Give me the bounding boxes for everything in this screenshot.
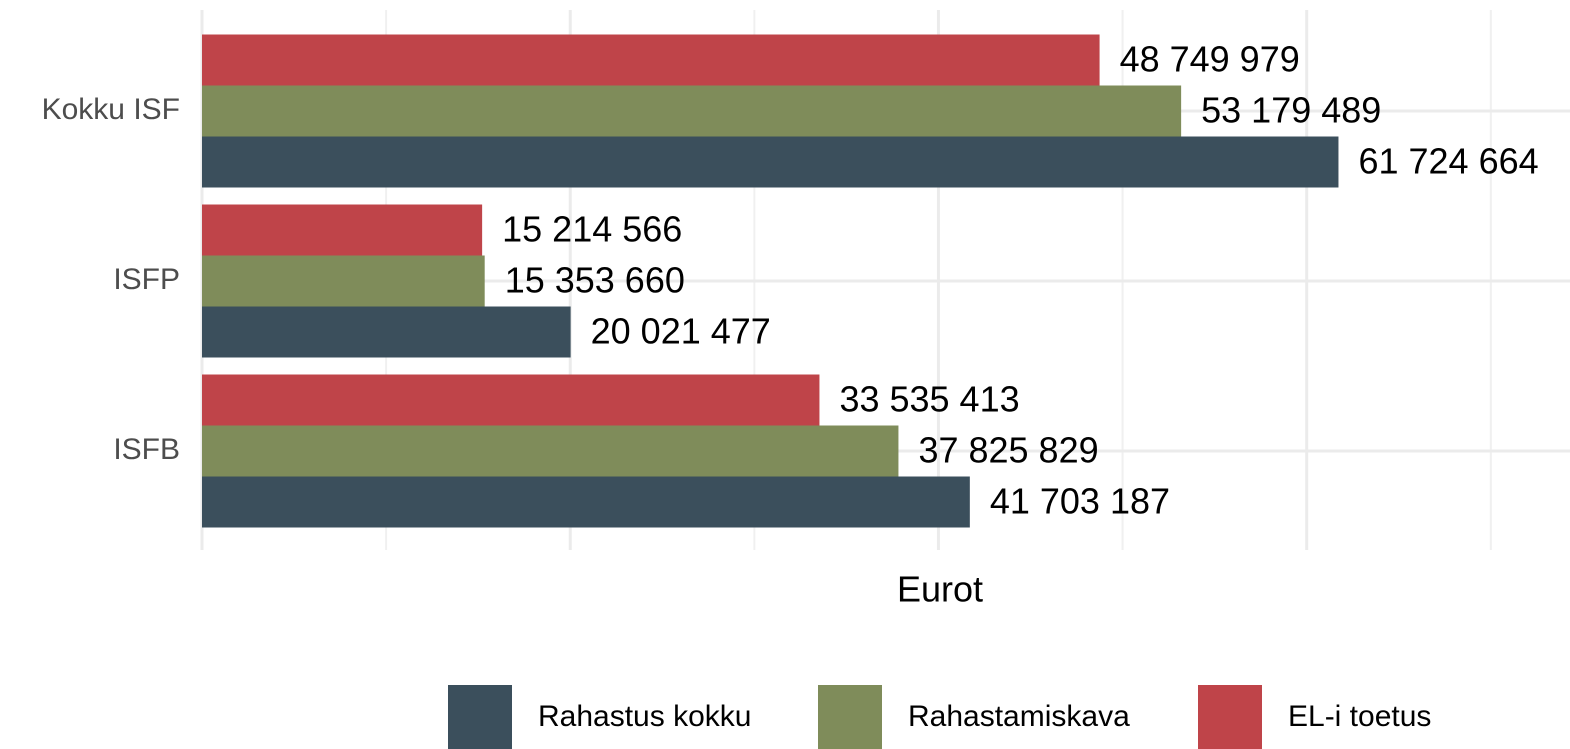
bar (202, 374, 820, 426)
value-label: 48 749 979 (1120, 39, 1300, 80)
bar (202, 34, 1100, 86)
y-tick-label: Kokku ISF (42, 93, 180, 126)
legend-label: Rahastus kokku (538, 700, 751, 733)
bar (202, 204, 483, 256)
value-label: 53 179 489 (1201, 90, 1381, 131)
value-label: 15 353 660 (505, 260, 685, 301)
legend-swatch (818, 685, 882, 749)
y-tick-label: ISFB (113, 433, 180, 466)
legend-swatch (448, 685, 512, 749)
bar (202, 306, 571, 358)
y-tick-label: ISFP (113, 263, 180, 296)
bar (202, 255, 485, 307)
value-label: 33 535 413 (839, 379, 1019, 420)
bar (202, 85, 1182, 137)
bar (202, 476, 970, 528)
bar (202, 425, 899, 477)
value-label: 41 703 187 (990, 481, 1170, 522)
bar (202, 136, 1339, 188)
x-axis-title: Eurot (897, 569, 983, 610)
value-label: 20 021 477 (591, 311, 771, 352)
value-label: 37 825 829 (918, 430, 1098, 471)
value-label: 61 724 664 (1358, 141, 1538, 182)
legend-swatch (1198, 685, 1262, 749)
value-label: 15 214 566 (502, 209, 682, 250)
legend-label: Rahastamiskava (908, 700, 1130, 733)
legend-label: EL-i toetus (1288, 700, 1431, 733)
